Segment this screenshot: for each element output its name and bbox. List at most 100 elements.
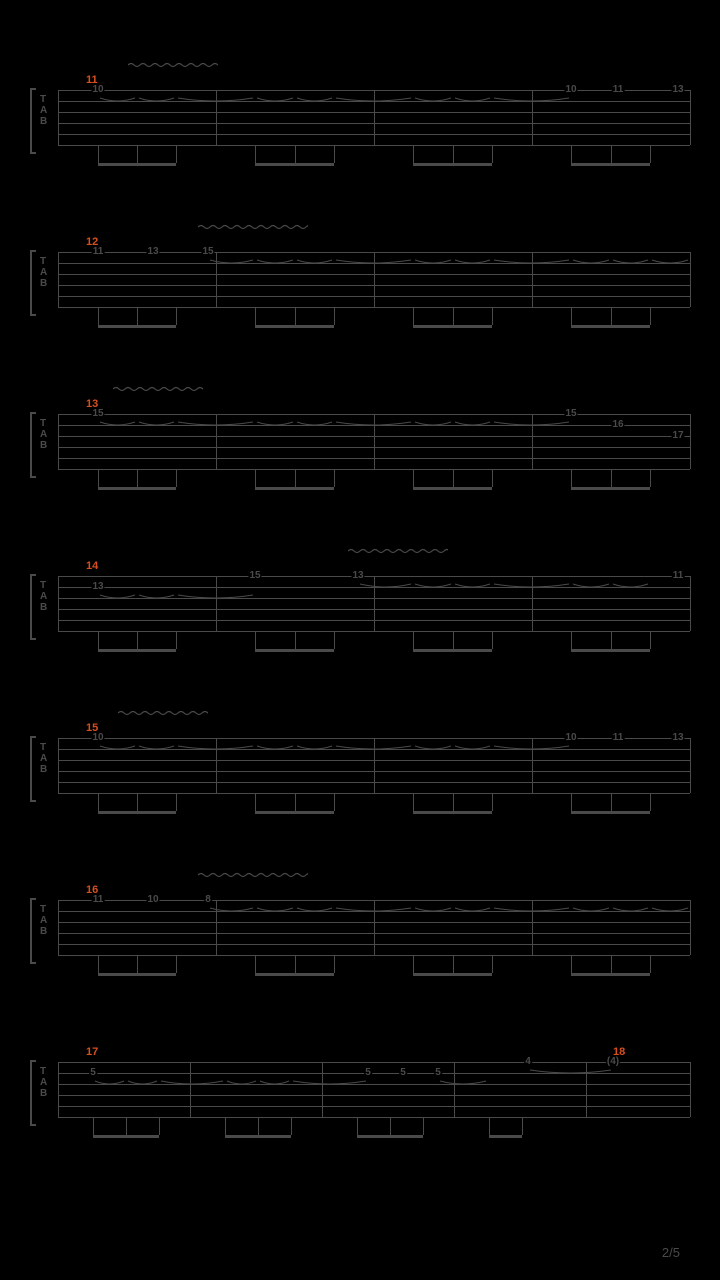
vibrato-icon (198, 872, 308, 878)
vibrato-icon (118, 710, 208, 716)
stem (255, 145, 256, 163)
barline (322, 1062, 323, 1117)
tab-label: TAB (40, 256, 46, 289)
stem (98, 145, 99, 163)
fret-number: 5 (89, 1067, 97, 1078)
fret-number: 13 (351, 570, 364, 581)
vibrato-icon (198, 224, 308, 230)
stem (492, 469, 493, 487)
beam (489, 1135, 522, 1138)
stem (295, 469, 296, 487)
stem (413, 955, 414, 973)
barline (374, 90, 375, 145)
beam (255, 649, 334, 652)
beam (98, 649, 176, 652)
stem (255, 469, 256, 487)
staff-line (58, 1106, 690, 1107)
stem (650, 307, 651, 325)
beam (98, 811, 176, 814)
stem (255, 955, 256, 973)
fret-number: 11 (612, 84, 625, 95)
stem (176, 469, 177, 487)
tab-label: TAB (40, 742, 46, 775)
stem (295, 793, 296, 811)
stem (423, 1117, 424, 1135)
beam-area (58, 312, 690, 330)
measure-number: 17 (86, 1046, 98, 1058)
stem (650, 955, 651, 973)
staff: 111315 (58, 252, 690, 307)
staff: 10101113 (58, 738, 690, 793)
stem (334, 955, 335, 973)
stem (225, 1117, 226, 1135)
barline (216, 900, 217, 955)
stem (611, 955, 612, 973)
staff-bracket (30, 574, 36, 640)
barline (58, 1062, 59, 1117)
stem (176, 631, 177, 649)
stem (176, 145, 177, 163)
vibrato-icon (128, 62, 218, 68)
stem (137, 469, 138, 487)
staff-bracket (30, 1060, 36, 1126)
beam (98, 487, 176, 490)
stem (413, 469, 414, 487)
stem (611, 145, 612, 163)
vibrato-icon (113, 386, 203, 392)
barline (374, 252, 375, 307)
staff-line (58, 955, 690, 956)
barline (216, 738, 217, 793)
beam (571, 973, 650, 976)
staff-bracket (30, 250, 36, 316)
stem (98, 955, 99, 973)
fret-number: 13 (671, 732, 684, 743)
stem (334, 145, 335, 163)
beam-area (58, 798, 690, 816)
vibrato-icon (348, 548, 448, 554)
stem (571, 307, 572, 325)
stem (295, 631, 296, 649)
staff-bracket (30, 88, 36, 154)
stem (255, 307, 256, 325)
fret-number: 16 (611, 419, 624, 430)
stem (137, 793, 138, 811)
fret-number: 15 (91, 408, 104, 419)
fret-number: 11 (92, 246, 105, 257)
stem (137, 307, 138, 325)
staff-bracket (30, 898, 36, 964)
beam-area (58, 636, 690, 654)
stem (291, 1117, 292, 1135)
stem (126, 1117, 127, 1135)
fret-number: 15 (248, 570, 261, 581)
staff-line (58, 145, 690, 146)
beam (255, 811, 334, 814)
fret-number: 10 (146, 894, 159, 905)
beam-area (58, 150, 690, 168)
fret-number: 4 (524, 1056, 532, 1067)
barline (216, 414, 217, 469)
page-number: 2/5 (662, 1245, 680, 1260)
stem (176, 793, 177, 811)
stem (334, 469, 335, 487)
barline (532, 90, 533, 145)
stem (413, 793, 414, 811)
barline (58, 738, 59, 793)
stem (571, 793, 572, 811)
stem (650, 145, 651, 163)
rows-container: TAB11 10101113TAB12 111315TAB13 (30, 70, 690, 1142)
beam (98, 325, 176, 328)
barline (58, 576, 59, 631)
barline (532, 738, 533, 793)
beam (413, 973, 492, 976)
barline (690, 414, 691, 469)
fret-number: 10 (564, 732, 577, 743)
tab-label: TAB (40, 418, 46, 451)
stem (255, 793, 256, 811)
staff-bracket (30, 412, 36, 478)
stem (98, 469, 99, 487)
tab-label: TAB (40, 580, 46, 613)
fret-number: 13 (671, 84, 684, 95)
beam-area (58, 474, 690, 492)
barline (58, 90, 59, 145)
barline (532, 252, 533, 307)
